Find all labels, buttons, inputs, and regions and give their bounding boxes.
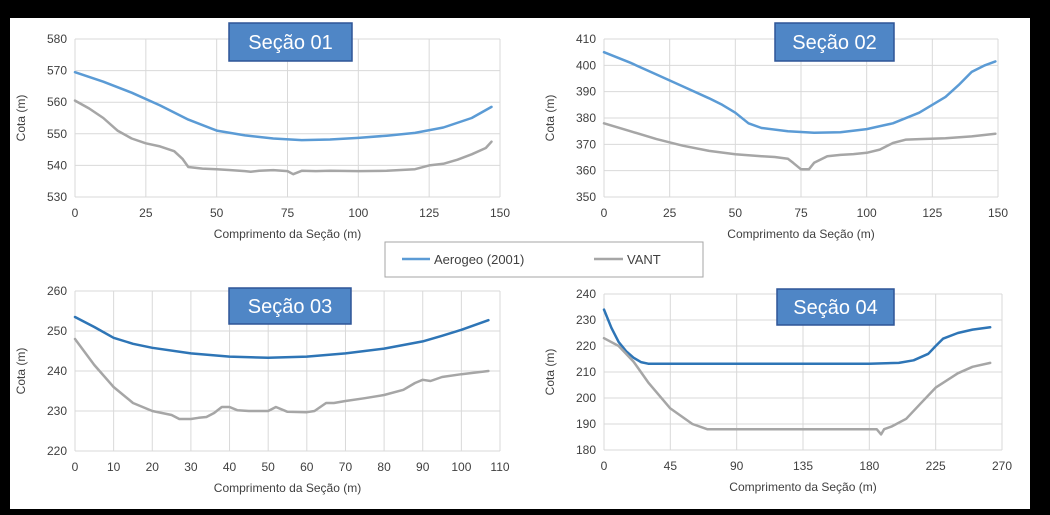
y-tick-label: 260 bbox=[47, 284, 67, 298]
x-tick-label: 225 bbox=[926, 459, 946, 473]
series-line-vant bbox=[602, 336, 992, 436]
series-line-aerogeo bbox=[602, 308, 992, 365]
legend-box bbox=[384, 241, 704, 278]
chart-secao-01: 530 540 550 560 570 580 0 25 50 75 100 125 150 Compri… bbox=[14, 22, 510, 241]
x-tick-label: 135 bbox=[793, 459, 813, 473]
chart-secao-03: 220 230 240 250 260 0 10 20 30 40 50 60 70 80 90 100 110… bbox=[14, 284, 510, 495]
y-tick-label: 220 bbox=[47, 444, 67, 458]
x-tick-label: 50 bbox=[729, 206, 743, 220]
y-tick-label: 550 bbox=[47, 127, 67, 141]
y-tick-label: 370 bbox=[576, 137, 596, 151]
x-tick-label: 80 bbox=[377, 460, 391, 474]
chart-secao-04: 180 190 200 210 220 230 240 0 45 90 135 180 225 270 Co… bbox=[543, 287, 1012, 494]
x-tick-label: 90 bbox=[730, 459, 744, 473]
x-tick-label: 20 bbox=[146, 460, 160, 474]
x-tick-label: 50 bbox=[210, 206, 224, 220]
y-axis-label: Cota (m) bbox=[543, 95, 557, 142]
series-line-vant bbox=[73, 99, 493, 176]
x-tick-label: 125 bbox=[922, 206, 942, 220]
legend: Aerogeo (2001) VANT bbox=[384, 241, 704, 278]
series-line-aerogeo bbox=[602, 50, 997, 134]
chart-title-box bbox=[228, 287, 352, 325]
y-tick-label: 230 bbox=[47, 404, 67, 418]
y-tick-label: 230 bbox=[576, 313, 596, 327]
chart-secao-02: 350 360 370 380 390 400 410 0 25 50 75 100 125 150 Com… bbox=[543, 22, 1008, 241]
x-axis-label: Comprimento da Seção (m) bbox=[214, 227, 361, 241]
x-axis-label: Comprimento da Seção (m) bbox=[214, 481, 361, 495]
x-tick-label: 25 bbox=[663, 206, 677, 220]
x-tick-label: 0 bbox=[72, 206, 79, 220]
series-line-vant bbox=[602, 122, 997, 171]
y-tick-label: 250 bbox=[47, 324, 67, 338]
y-axis-label: Cota (m) bbox=[14, 348, 28, 395]
y-tick-label: 400 bbox=[576, 58, 596, 72]
y-tick-label: 180 bbox=[576, 443, 596, 457]
x-tick-label: 40 bbox=[223, 460, 237, 474]
y-tick-label: 220 bbox=[576, 339, 596, 353]
x-tick-label: 50 bbox=[262, 460, 276, 474]
series-line-aerogeo bbox=[73, 315, 490, 360]
y-tick-label: 240 bbox=[47, 364, 67, 378]
x-tick-label: 75 bbox=[794, 206, 808, 220]
y-tick-label: 540 bbox=[47, 158, 67, 172]
y-tick-label: 190 bbox=[576, 417, 596, 431]
x-tick-label: 90 bbox=[416, 460, 430, 474]
y-tick-label: 390 bbox=[576, 85, 596, 99]
y-tick-label: 560 bbox=[47, 95, 67, 109]
x-tick-label: 70 bbox=[339, 460, 353, 474]
x-tick-label: 0 bbox=[601, 459, 608, 473]
x-tick-label: 100 bbox=[348, 206, 368, 220]
chart-title-box bbox=[776, 288, 895, 326]
x-tick-label: 270 bbox=[992, 459, 1012, 473]
chart-title: Seção 02 bbox=[792, 32, 877, 54]
x-tick-label: 150 bbox=[490, 206, 510, 220]
y-tick-label: 530 bbox=[47, 190, 67, 204]
legend-label-vant: VANT bbox=[627, 252, 661, 267]
x-tick-label: 30 bbox=[184, 460, 198, 474]
series-line-aerogeo bbox=[73, 70, 493, 142]
x-tick-label: 150 bbox=[988, 206, 1008, 220]
y-tick-label: 350 bbox=[576, 190, 596, 204]
x-tick-label: 0 bbox=[601, 206, 608, 220]
x-tick-label: 125 bbox=[419, 206, 439, 220]
y-axis-label: Cota (m) bbox=[14, 95, 28, 142]
y-tick-label: 570 bbox=[47, 64, 67, 78]
x-tick-label: 75 bbox=[281, 206, 295, 220]
x-axis-label: Comprimento da Seção (m) bbox=[727, 227, 874, 241]
x-axis-label: Comprimento da Seção (m) bbox=[729, 480, 876, 494]
series-line-vant bbox=[73, 337, 490, 421]
x-tick-label: 180 bbox=[859, 459, 879, 473]
x-tick-label: 0 bbox=[72, 460, 79, 474]
x-tick-label: 100 bbox=[451, 460, 471, 474]
chart-title: Seção 01 bbox=[248, 32, 333, 54]
chart-title: Seção 04 bbox=[793, 297, 878, 319]
x-tick-label: 25 bbox=[139, 206, 153, 220]
chart-title-box bbox=[774, 22, 895, 62]
x-tick-label: 45 bbox=[664, 459, 678, 473]
y-tick-label: 240 bbox=[576, 287, 596, 301]
y-tick-label: 580 bbox=[47, 32, 67, 46]
y-tick-label: 410 bbox=[576, 32, 596, 46]
y-tick-label: 380 bbox=[576, 111, 596, 125]
x-tick-label: 110 bbox=[490, 460, 509, 474]
y-tick-label: 200 bbox=[576, 391, 596, 405]
chart-title-box bbox=[228, 22, 353, 62]
chart-title: Seção 03 bbox=[248, 296, 333, 318]
y-tick-label: 360 bbox=[576, 164, 596, 178]
x-tick-label: 60 bbox=[300, 460, 314, 474]
y-axis-label: Cota (m) bbox=[543, 349, 557, 396]
figure-panel: 530 540 550 560 570 580 0 25 50 75 100 125 150 Compri… bbox=[10, 18, 1030, 509]
y-tick-label: 210 bbox=[576, 365, 596, 379]
x-tick-label: 10 bbox=[107, 460, 121, 474]
legend-label-aerogeo: Aerogeo (2001) bbox=[434, 252, 524, 267]
x-tick-label: 100 bbox=[857, 206, 877, 220]
